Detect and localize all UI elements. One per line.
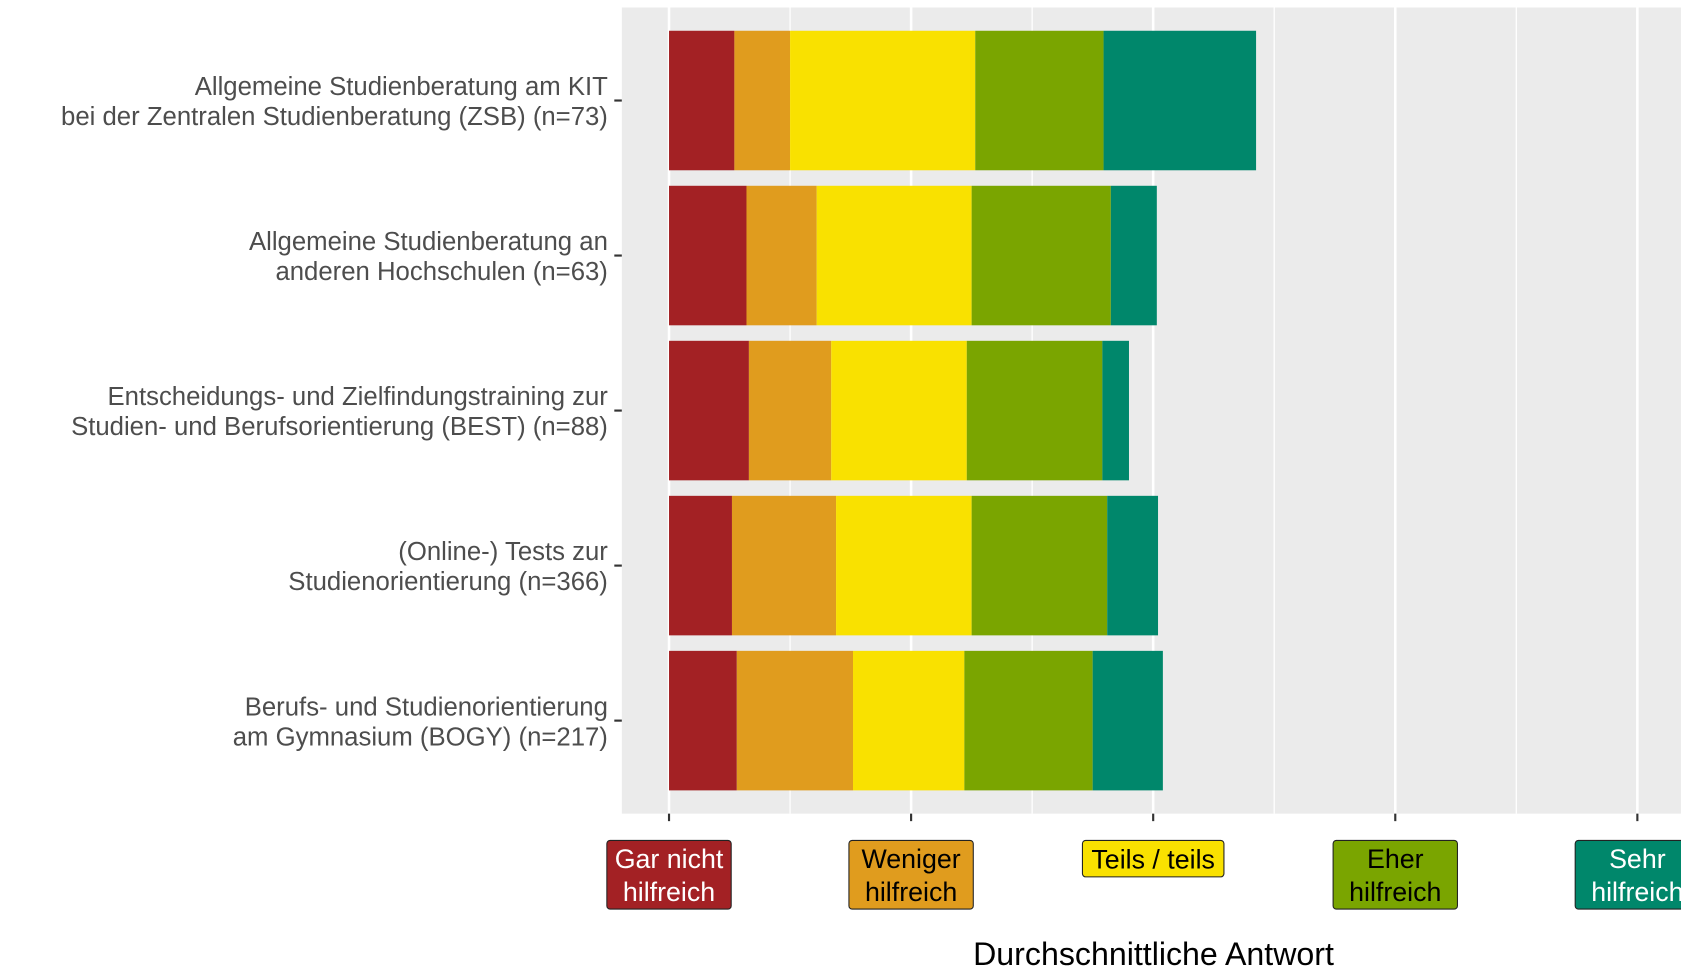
bar-segment bbox=[1092, 650, 1163, 791]
x-tick-label: Eher hilfreich bbox=[1349, 844, 1441, 907]
x-tick-label: Sehr hilfreich bbox=[1591, 844, 1681, 907]
bar-segment bbox=[971, 185, 1111, 326]
x-tick-label: Weniger hilfreich bbox=[861, 844, 960, 907]
y-tick-label: (Online-) Tests zur Studienorientierung (… bbox=[288, 538, 608, 596]
x-tick-label: Gar nicht hilfreich bbox=[615, 844, 724, 907]
tick-label-box bbox=[1081, 839, 1225, 878]
bar-segment bbox=[748, 340, 832, 481]
tick-label-box bbox=[848, 839, 974, 910]
bar-segment bbox=[790, 30, 976, 171]
bar-segment bbox=[669, 185, 747, 326]
bar-segment bbox=[966, 340, 1103, 481]
bar-segment bbox=[816, 185, 972, 326]
bar-segment bbox=[853, 650, 965, 791]
bar-segment bbox=[1103, 30, 1257, 171]
x-axis-title: Durchschnittliche Antwort bbox=[973, 936, 1334, 968]
bar-segment bbox=[836, 495, 972, 636]
bar-segment bbox=[1107, 495, 1159, 636]
y-tick-label: Entscheidungs- und Zielfindungstraining … bbox=[71, 383, 608, 441]
bar-segment bbox=[975, 30, 1104, 171]
bar-segment bbox=[736, 650, 854, 791]
bar-segment bbox=[1102, 340, 1129, 481]
tick-label-box bbox=[1332, 839, 1458, 910]
bar-segment bbox=[669, 495, 732, 636]
bar-segment bbox=[971, 495, 1108, 636]
bar-segment bbox=[731, 495, 837, 636]
bar-segment bbox=[1110, 185, 1157, 326]
tick-label-box bbox=[1574, 839, 1681, 910]
bar-segment bbox=[669, 30, 735, 171]
bar-segment bbox=[831, 340, 967, 481]
y-tick-label: Allgemeine Studienberatung an anderen Hoc… bbox=[249, 228, 608, 286]
bar-segment bbox=[734, 30, 791, 171]
y-tick-label: Berufs- und Studienorientierung am Gymnas… bbox=[233, 693, 608, 751]
bar-segment bbox=[669, 650, 737, 791]
y-tick-label: Allgemeine Studienberatung am KIT bei der… bbox=[61, 73, 608, 131]
bar-segment bbox=[746, 185, 817, 326]
x-tick-label: Teils / teils bbox=[1091, 844, 1215, 874]
bar-segment bbox=[669, 340, 749, 481]
tick-label-box bbox=[606, 839, 732, 910]
bar-segment bbox=[964, 650, 1093, 791]
